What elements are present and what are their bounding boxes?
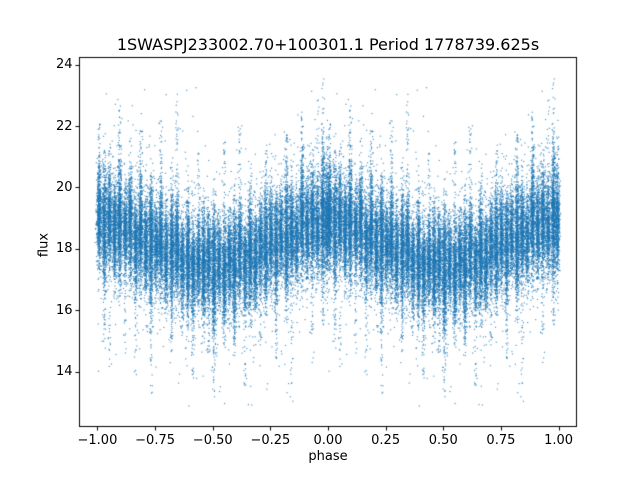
x-tick-label: −0.25: [250, 432, 291, 448]
y-tick-label: 16: [55, 302, 73, 318]
x-tick-label: 0.25: [371, 432, 401, 448]
x-axis-label: phase: [308, 449, 348, 464]
y-tick-label: 24: [55, 57, 73, 73]
chart-title: 1SWASPJ233002.70+100301.1 Period 1778739…: [116, 35, 540, 54]
x-tick-label: −0.75: [135, 432, 175, 448]
y-tick-label: 20: [55, 179, 73, 195]
x-tick-label: 0.50: [428, 432, 458, 448]
y-tick-label: 14: [55, 364, 73, 380]
y-tick-label: 18: [55, 241, 73, 257]
x-tick-label: −1.00: [77, 432, 118, 448]
x-tick-label: −0.50: [192, 432, 233, 448]
y-tick-label: 22: [55, 118, 73, 134]
x-tick-label: 0.00: [313, 432, 343, 448]
x-tick-label: 1.00: [544, 432, 574, 448]
x-tick-label: 0.75: [486, 432, 516, 448]
